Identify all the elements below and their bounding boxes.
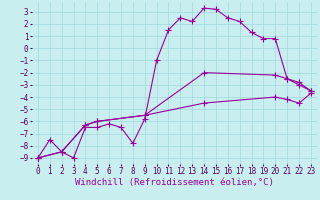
X-axis label: Windchill (Refroidissement éolien,°C): Windchill (Refroidissement éolien,°C): [75, 178, 274, 187]
